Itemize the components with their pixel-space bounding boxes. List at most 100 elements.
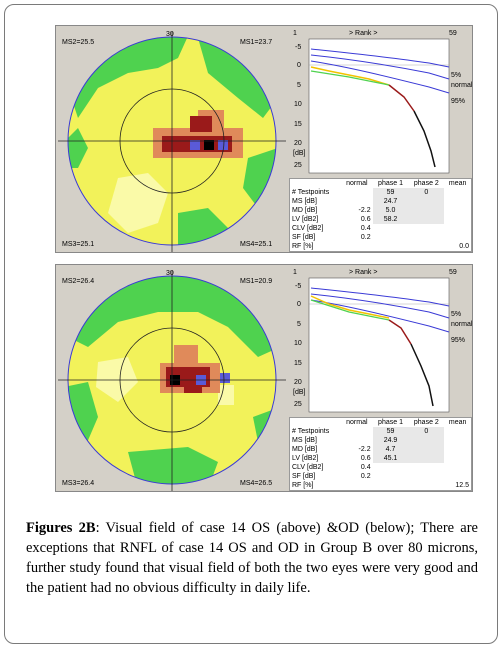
stats-row: LV [dB2] 0.6 45.1 xyxy=(290,454,471,463)
ms4-label: MS4=26.5 xyxy=(240,480,272,487)
row-phase2 xyxy=(408,436,445,445)
rank-ytick: 10 xyxy=(294,101,302,108)
stats-row: RF [%] 12.5 xyxy=(290,481,471,490)
row-mean xyxy=(444,197,471,206)
row-phase2 xyxy=(408,445,445,454)
row-phase1: 4.7 xyxy=(372,445,409,454)
row-mean xyxy=(444,224,471,233)
row-label: MS [dB] xyxy=(292,437,317,444)
row-phase1 xyxy=(373,242,409,251)
row-phase1 xyxy=(373,224,409,233)
curve-label-5: 5% xyxy=(451,72,461,79)
stats-row: MS [dB] 24.7 xyxy=(290,197,471,206)
curve-label-5: 5% xyxy=(451,311,461,318)
row-normal: -2.2 xyxy=(358,446,371,453)
header-mean: mean xyxy=(448,180,467,187)
stats-row: SF [dB] 0.2 xyxy=(290,233,471,242)
row-phase2 xyxy=(408,206,445,215)
rank-yunit: [dB] xyxy=(293,389,306,396)
ms3-label: MS3=26.4 xyxy=(62,480,94,487)
row-mean xyxy=(444,472,471,481)
row-phase2: 0 xyxy=(408,188,445,197)
visual-field-map-od: 30 MS2=26.4 MS1=20.9 MS3=26.4 MS4=26.5 xyxy=(58,267,286,491)
rank-ytick: 5 xyxy=(297,82,301,89)
row-normal: 0.2 xyxy=(360,234,371,241)
row-label: CLV [dB2] xyxy=(292,225,324,232)
visual-field-map-os: 30 MS2=25.5 MS1=23.7 MS3=25.1 MS4=25.1 xyxy=(58,28,286,252)
rank-title: > Rank > xyxy=(349,30,377,37)
row-phase2 xyxy=(408,454,445,463)
row-label: SF [dB] xyxy=(292,234,316,241)
visual-field-panel-od: 30 MS2=26.4 MS1=20.9 MS3=26.4 MS4=26.5 1… xyxy=(55,264,473,492)
header-phase1: phase 1 xyxy=(378,419,403,426)
row-label: LV [dB2] xyxy=(292,216,319,223)
ms2-label: MS2=26.4 xyxy=(62,278,94,285)
row-normal xyxy=(341,242,372,251)
row-normal xyxy=(341,436,372,445)
header-phase2: phase 2 xyxy=(413,180,439,187)
row-label: SF [dB] xyxy=(292,473,316,480)
ms3-label: MS3=25.1 xyxy=(62,241,94,248)
row-phase2 xyxy=(408,481,444,490)
ms2-label: MS2=25.5 xyxy=(62,39,94,46)
figure-caption: Figures 2B: Visual field of case 14 OS (… xyxy=(26,518,478,598)
row-phase1: 59 xyxy=(372,427,409,436)
row-phase2: 0 xyxy=(408,427,445,436)
row-normal xyxy=(341,188,372,197)
rank-ytick: 0 xyxy=(297,62,301,69)
row-label: MD [dB] xyxy=(292,446,318,453)
rank-x-start: 1 xyxy=(293,269,297,276)
row-phase2 xyxy=(408,224,444,233)
header-phase2: phase 2 xyxy=(413,419,439,426)
row-normal xyxy=(341,427,372,436)
row-mean xyxy=(444,215,471,224)
rank-ytick: 15 xyxy=(294,360,302,367)
row-label: # Testpoints xyxy=(292,428,330,435)
header-phase1: phase 1 xyxy=(378,180,403,187)
header-normal: normal xyxy=(346,419,368,426)
row-mean xyxy=(444,188,471,197)
rank-title: > Rank > xyxy=(349,269,377,276)
row-phase1: 58.2 xyxy=(372,215,409,224)
stats-table-os: normal phase 1 phase 2 mean # Testpoints… xyxy=(289,178,472,252)
row-label: # Testpoints xyxy=(292,189,330,196)
row-mean xyxy=(444,436,471,445)
curve-label-normal: normal xyxy=(451,82,472,89)
visual-field-panel-os: 30 MS2=25.5 MS1=23.7 MS3=25.1 MS4=25.1 1… xyxy=(55,25,473,253)
rank-ytick: 20 xyxy=(294,140,302,147)
row-label: LV [dB2] xyxy=(292,455,319,462)
stats-row: MD [dB] -2.2 5.0 xyxy=(290,206,471,215)
row-phase1 xyxy=(373,463,409,472)
row-normal: 0.2 xyxy=(360,473,371,480)
rank-yunit: [dB] xyxy=(293,150,306,157)
row-phase1: 59 xyxy=(372,188,409,197)
stats-row: # Testpoints 59 0 xyxy=(290,188,471,197)
row-phase1: 5.0 xyxy=(372,206,409,215)
header-normal: normal xyxy=(346,180,368,187)
row-mean: 12.5 xyxy=(455,482,469,489)
row-mean xyxy=(444,206,471,215)
header-mean: mean xyxy=(448,419,467,426)
row-mean xyxy=(444,463,471,472)
rank-ytick: 20 xyxy=(294,379,302,386)
curve-label-95: 95% xyxy=(451,337,465,344)
row-phase1 xyxy=(373,472,409,481)
row-phase2 xyxy=(408,242,444,251)
row-mean xyxy=(444,427,471,436)
row-label: MS [dB] xyxy=(292,198,317,205)
caption-label: Figures 2B xyxy=(26,520,96,536)
stats-row: CLV [dB2] 0.4 xyxy=(290,224,471,233)
stats-table-od: normal phase 1 phase 2 mean # Testpoints… xyxy=(289,417,472,491)
stats-row: MD [dB] -2.2 4.7 xyxy=(290,445,471,454)
stats-row: SF [dB] 0.2 xyxy=(290,472,471,481)
row-mean: 0.0 xyxy=(459,243,469,250)
rank-ytick: -5 xyxy=(295,283,301,290)
rank-ytick: 25 xyxy=(294,401,302,408)
row-normal xyxy=(341,197,372,206)
curve-label-normal: normal xyxy=(451,321,472,328)
rank-x-end: 59 xyxy=(449,269,457,276)
row-label: RF [%] xyxy=(292,243,314,250)
row-phase1: 24.7 xyxy=(372,197,409,206)
row-phase2 xyxy=(408,233,444,242)
row-normal: 0.6 xyxy=(360,216,371,223)
